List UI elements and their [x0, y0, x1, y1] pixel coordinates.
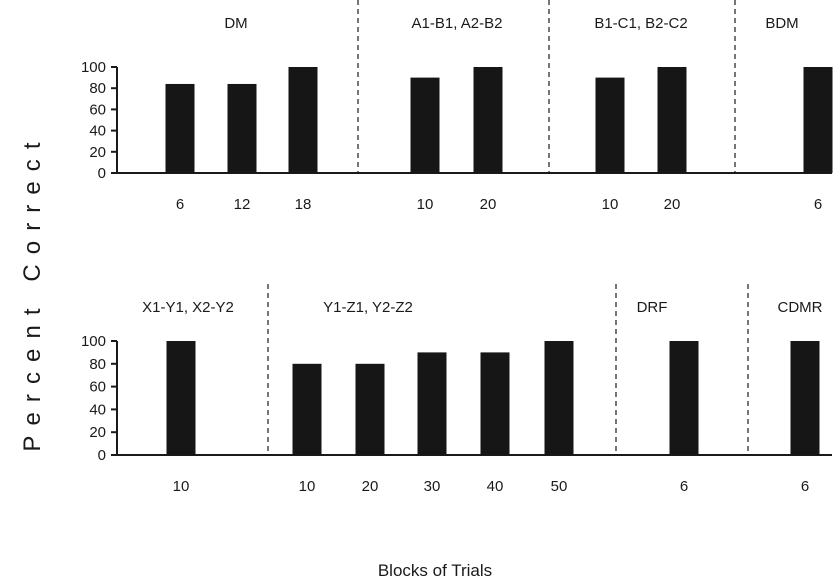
- bar: [292, 363, 322, 455]
- x-axis-label: Blocks of Trials: [378, 561, 492, 580]
- phase-label: Y1-Z1, Y2-Z2: [323, 299, 413, 316]
- y-tick-label: 60: [89, 101, 106, 118]
- bar: [473, 67, 503, 173]
- bar: [288, 67, 318, 173]
- x-tick-label: 10: [417, 196, 434, 213]
- bar: [669, 341, 699, 455]
- y-tick-label: 0: [98, 165, 106, 182]
- bar: [165, 83, 195, 173]
- phase-label: B1-C1, B2-C2: [594, 15, 687, 32]
- phase-label: A1-B1, A2-B2: [412, 15, 503, 32]
- bar: [803, 67, 833, 173]
- y-tick-label: 100: [81, 59, 106, 76]
- bar: [595, 77, 625, 173]
- bar: [480, 352, 510, 455]
- y-tick-label: 20: [89, 144, 106, 161]
- x-tick-label: 40: [487, 478, 504, 495]
- bar: [417, 352, 447, 455]
- x-tick-label: 10: [299, 478, 316, 495]
- y-tick-label: 60: [89, 379, 106, 396]
- y-tick-label: 80: [89, 356, 106, 373]
- x-tick-label: 6: [680, 478, 688, 495]
- phase-label: X1-Y1, X2-Y2: [142, 299, 234, 316]
- phase-label: CDMR: [778, 299, 823, 316]
- x-tick-label: 30: [424, 478, 441, 495]
- bar: [657, 67, 687, 173]
- x-tick-label: 10: [602, 196, 619, 213]
- bar: [790, 341, 820, 455]
- x-tick-label: 6: [801, 478, 809, 495]
- bar: [227, 83, 257, 173]
- y-tick-label: 40: [89, 123, 106, 140]
- y-tick-label: 80: [89, 80, 106, 97]
- phase-label: DRF: [637, 299, 668, 316]
- x-tick-label: 20: [480, 196, 497, 213]
- y-tick-label: 20: [89, 424, 106, 441]
- bar: [355, 363, 385, 455]
- bar: [410, 77, 440, 173]
- x-tick-label: 12: [234, 196, 251, 213]
- x-tick-label: 6: [176, 196, 184, 213]
- y-axis-label: Percent Correct: [19, 132, 46, 451]
- x-tick-label: 50: [551, 478, 568, 495]
- phase-label: DM: [224, 15, 247, 32]
- y-tick-label: 100: [81, 333, 106, 350]
- x-tick-label: 18: [295, 196, 312, 213]
- x-tick-label: 20: [362, 478, 379, 495]
- x-tick-label: 10: [173, 478, 190, 495]
- bar: [166, 341, 196, 455]
- x-tick-label: 20: [664, 196, 681, 213]
- x-tick-label: 6: [814, 196, 822, 213]
- bar: [544, 341, 574, 455]
- phase-label: BDM: [765, 15, 798, 32]
- y-tick-label: 0: [98, 447, 106, 464]
- y-tick-label: 40: [89, 401, 106, 418]
